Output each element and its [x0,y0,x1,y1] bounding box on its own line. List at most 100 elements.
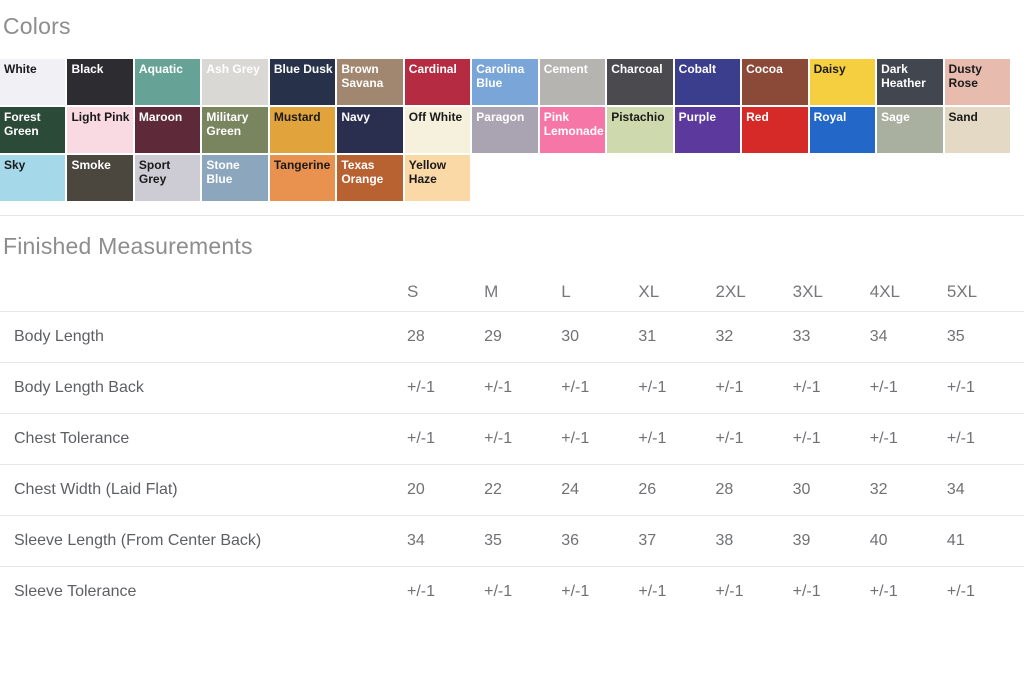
measurement-value: 34 [869,328,888,345]
column-header-m: M [484,281,499,301]
measurement-value: 30 [792,481,811,498]
table-row-body-length-back: Body Length Back +/-1 +/-1 +/-1 +/-1 +/-1 +/-1… [0,363,1024,414]
color-swatch-label: Military Green [206,110,249,139]
measurements-table: S M L XL 2XL 3XL 4XL 5XL Body Length 28 29 30 31 32 3… [0,272,1024,617]
color-swatch-label: Carolina Blue [476,62,525,91]
column-header-l: L [561,281,571,301]
measurement-label: Body Length Back [14,379,144,396]
color-swatch-tangerine: Tangerine [269,155,336,201]
color-swatch-label: Dusty Rose [948,62,982,91]
color-swatch-sand: Sand [944,107,1010,153]
measurements-section-title: Finished Measurements [3,233,253,259]
color-swatch-military-green: Military Green [202,107,268,153]
measurement-value: +/-1 [946,583,975,600]
measurement-value: 40 [869,532,888,549]
color-swatch-label: Cardinal [408,62,457,76]
color-swatch-off-white: Off White [404,107,471,153]
color-swatch-label: Navy [341,110,371,124]
table-row-chest-width-laid-flat-: Chest Width (Laid Flat) 20 22 24 26 28 30 32 34 [0,465,1024,516]
color-swatch-brown-savana: Brown Savana [337,59,403,105]
measurement-value: +/-1 [715,379,744,396]
measurement-value: +/-1 [484,379,513,396]
color-swatch-label: Tangerine [273,158,331,172]
measurement-value: 39 [792,532,811,549]
color-swatch-label: Blue Dusk [273,62,333,76]
color-swatch-yellow-haze: Yellow Haze [404,155,471,201]
measurement-value: +/-1 [715,430,744,447]
color-swatch-cement: Cement [539,59,606,105]
color-swatch-light-pink: Light Pink [67,107,133,153]
color-swatch-royal: Royal [809,107,876,153]
measurement-value: +/-1 [484,583,513,600]
section-divider [0,215,1024,216]
color-swatch-label: Brown Savana [341,62,384,91]
color-swatch-sport-grey: Sport Grey [134,155,201,201]
color-swatch-label: White [4,62,37,76]
color-swatch-cocoa: Cocoa [742,59,808,105]
colors-section-title: Colors [3,13,71,39]
measurement-value: 28 [407,328,425,345]
color-swatch-mustard: Mustard [269,107,336,153]
color-swatch-label: Texas Orange [341,158,384,187]
measurement-label: Sleeve Tolerance [14,583,137,600]
measurement-value: 41 [946,532,965,549]
color-swatch-label: Royal [813,110,847,124]
measurement-value: 28 [715,481,734,498]
column-header-s: S [407,281,419,301]
color-swatch-red: Red [742,107,808,153]
color-swatch-label: Aquatic [138,62,183,76]
color-swatch-sky: Sky [0,155,66,201]
color-swatch-label: Light Pink [71,110,130,124]
measurement-value: 35 [484,532,502,549]
measurement-value: 34 [407,532,425,549]
color-swatch-label: Forest Green [4,110,41,139]
measurement-value: +/-1 [792,379,821,396]
measurement-value: +/-1 [561,430,590,447]
color-swatch-label: Off White [408,110,463,124]
color-swatch-charcoal: Charcoal [607,59,673,105]
measurement-value: +/-1 [869,430,898,447]
color-swatch-label: Paragon [476,110,525,124]
measurement-value: 32 [715,328,734,345]
color-swatch-label: Daisy [813,62,846,76]
color-swatch-label: Black [71,62,104,76]
color-swatch-label: Cobalt [678,62,716,76]
measurement-value: 22 [484,481,502,498]
measurement-value: +/-1 [946,430,975,447]
measurement-value: +/-1 [946,379,975,396]
color-swatch-forest-green: Forest Green [0,107,66,153]
measurement-value: 32 [869,481,888,498]
measurement-value: 31 [638,328,657,345]
column-header-3xl: 3XL [792,281,823,301]
measurement-value: +/-1 [792,430,821,447]
color-swatch-label: Yellow Haze [408,158,447,187]
measurement-value: +/-1 [561,583,590,600]
color-swatch-label: Mustard [273,110,321,124]
measurement-value: 20 [407,481,425,498]
color-swatch-sage: Sage [877,107,943,153]
color-swatch-dusty-rose: Dusty Rose [944,59,1010,105]
color-swatch-white: White [0,59,66,105]
color-swatch-label: Sage [881,110,910,124]
measurement-value: +/-1 [407,583,436,600]
color-swatch-paragon: Paragon [472,107,538,153]
measurements-table-body: Body Length 28 29 30 31 32 33 34 35 Body Length B… [0,312,1024,617]
measurement-value: +/-1 [638,430,667,447]
color-swatch-stone-blue: Stone Blue [202,155,268,201]
measurement-value: +/-1 [561,379,590,396]
measurement-value: 33 [792,328,811,345]
table-row-body-length: Body Length 28 29 30 31 32 33 34 35 [0,312,1024,363]
measurement-value: +/-1 [869,379,898,396]
color-swatch-label: Sky [4,158,26,172]
measurement-label: Sleeve Length (From Center Back) [14,532,262,549]
color-swatch-label: Sport Grey [138,158,171,187]
color-swatch-label: Pink Lemonade [543,110,604,139]
measurement-label: Body Length [14,328,104,345]
color-swatch-cobalt: Cobalt [674,59,741,105]
color-swatch-grid: White Black Aquatic Ash Grey Blue Dusk Brown … [0,59,1010,201]
measurement-value: 26 [638,481,657,498]
measurement-value: +/-1 [715,583,744,600]
measurement-value: 24 [561,481,580,498]
color-swatch-label: Red [746,110,769,124]
